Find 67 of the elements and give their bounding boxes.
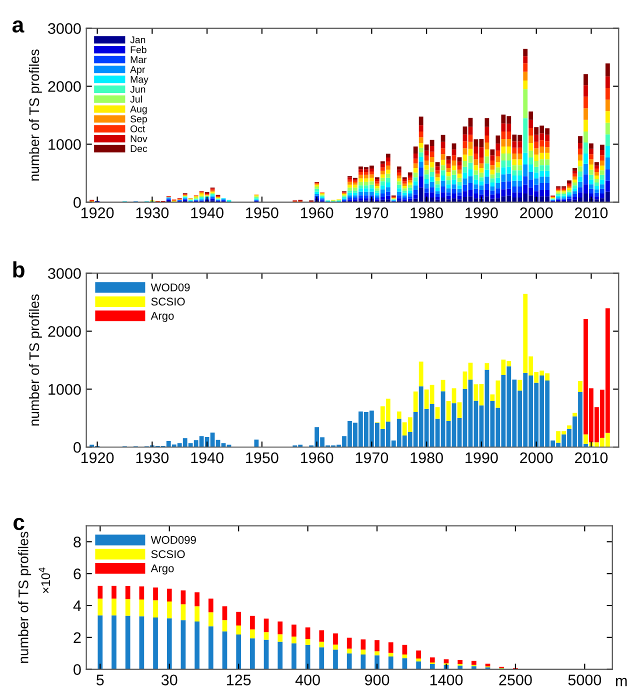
x-tick-label: 1930 bbox=[136, 207, 169, 218]
y-tick-label: 3000 bbox=[48, 268, 81, 279]
x-tick-label: 125 bbox=[227, 674, 251, 686]
x-tick-label: 2010 bbox=[574, 207, 608, 218]
legend-label: Argo bbox=[150, 564, 174, 574]
y-tick-label: 2000 bbox=[48, 326, 81, 337]
x-tick-label: 1970 bbox=[356, 452, 388, 464]
legend-label: SCSIO bbox=[151, 298, 185, 306]
y-tick-label: 0 bbox=[74, 442, 81, 453]
x-tick-label: 30 bbox=[161, 674, 178, 686]
x-tick-label: 1990 bbox=[466, 452, 498, 464]
chart-title: b bbox=[13, 261, 24, 278]
legend-label: Argo bbox=[150, 312, 174, 322]
legend-label: Jan bbox=[130, 36, 146, 44]
x-tick-label: 1920 bbox=[81, 452, 114, 464]
legend-label: Oct bbox=[130, 125, 146, 132]
x-tick-label: 2000 bbox=[520, 207, 553, 218]
x-tick-label: 1940 bbox=[191, 452, 224, 464]
legend-label: Jul bbox=[130, 95, 142, 103]
legend-label: SCSIO bbox=[151, 550, 185, 558]
x-tick-label: 1920 bbox=[81, 207, 114, 218]
y-tick-label: 8 bbox=[74, 536, 81, 548]
x-tick-label: 1970 bbox=[356, 207, 388, 218]
x-tick-label: 1980 bbox=[410, 452, 443, 464]
x-tick-label: 2000 bbox=[520, 452, 553, 464]
y-tick-label: 0 bbox=[74, 197, 81, 208]
y-tick-label: 2000 bbox=[48, 81, 81, 92]
x-tick-label: 1990 bbox=[466, 207, 498, 218]
legend-label: Feb bbox=[130, 46, 146, 54]
x-tick-label: 900 bbox=[364, 674, 390, 686]
y-axis-title: number of TS profiles bbox=[28, 49, 42, 181]
chart-title: c bbox=[14, 518, 24, 530]
legend-label: Mar bbox=[130, 56, 147, 64]
x-tick-label: 5 bbox=[96, 674, 104, 686]
legend-label: Dec bbox=[130, 145, 148, 152]
legend-label: Jun bbox=[130, 86, 146, 93]
y-tick-label: 6 bbox=[74, 568, 81, 580]
x-tick-label: 2010 bbox=[574, 452, 608, 464]
y-tick-label: 2 bbox=[74, 632, 81, 643]
y-tick-label: 3000 bbox=[48, 23, 81, 34]
text: ×10$^{4}$ bbox=[38, 568, 50, 594]
legend-label: WOD099 bbox=[150, 536, 196, 544]
legend-label: May bbox=[130, 76, 148, 85]
x-tick-label: 1940 bbox=[191, 207, 224, 218]
y-axis-title: number of TS profiles bbox=[18, 532, 32, 663]
y-tick-label: 4 bbox=[73, 600, 81, 612]
y-tick-label: 1000 bbox=[48, 139, 81, 150]
legend-label: Aug bbox=[130, 106, 147, 114]
chart-title: a bbox=[12, 20, 24, 33]
y-tick-label: 0 bbox=[74, 664, 81, 675]
x-tick-label: 1960 bbox=[300, 452, 334, 464]
x-tick-label: 1950 bbox=[246, 452, 278, 464]
legend-label: Sep bbox=[130, 116, 147, 124]
x-tick-label: 1950 bbox=[246, 207, 278, 218]
x-tick-label: 2500 bbox=[499, 674, 532, 686]
x-tick-label: 400 bbox=[295, 674, 320, 686]
x-tick-label: 1930 bbox=[136, 452, 169, 464]
y-axis-title: number of TS profiles bbox=[28, 294, 42, 426]
legend-label: Apr bbox=[130, 66, 146, 75]
legend-label: WOD09 bbox=[150, 283, 190, 292]
legend-label: Nov bbox=[130, 135, 148, 142]
x-tick-label: 1980 bbox=[410, 207, 443, 218]
y-tick-label: 1000 bbox=[48, 384, 81, 395]
x-tick-label: 1400 bbox=[430, 674, 463, 686]
x-tick-label: 5000 bbox=[568, 674, 602, 686]
x-axis-title: m bbox=[616, 678, 627, 686]
x-tick-label: 1960 bbox=[300, 207, 334, 218]
